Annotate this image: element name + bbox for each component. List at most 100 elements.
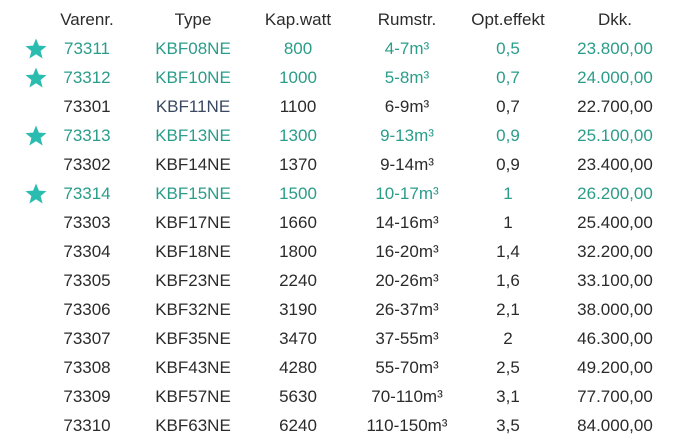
cell-rumstr: 20-26m³: [375, 271, 439, 290]
cell-opt-effekt: 0,9: [496, 155, 520, 174]
cell-rumstr: 9-14m³: [380, 155, 434, 174]
cell-dkk: 24.000,00: [577, 68, 653, 87]
cell-rumstr: 5-8m³: [384, 68, 430, 87]
cell-type: KBF13NE: [155, 126, 231, 145]
cell-rumstr: 55-70m³: [375, 358, 439, 377]
cell-type: KBF17NE: [155, 213, 231, 232]
cell-dkk: 46.300,00: [577, 329, 653, 348]
cell-dkk: 23.800,00: [577, 39, 653, 58]
cell-kap-watt: 1800: [279, 242, 317, 261]
cell-type: KBF57NE: [155, 387, 231, 406]
cell-type: KBF08NE: [155, 39, 231, 58]
cell-opt-effekt: 0,7: [496, 68, 520, 87]
cell-rumstr: 14-16m³: [375, 213, 439, 232]
table-row: 73303 KBF17NE 1660 14-16m³ 1 25.400,00: [0, 208, 675, 237]
product-table: Varenr. Type Kap.watt Rumstr. Opt.effekt…: [0, 6, 675, 440]
cell-varenr: 73302: [63, 155, 111, 174]
star-icon: [25, 125, 47, 146]
cell-opt-effekt: 0,9: [496, 126, 520, 145]
cell-dkk: 26.200,00: [577, 184, 653, 203]
cell-type: KBF35NE: [155, 329, 231, 348]
cell-dkk: 32.200,00: [577, 242, 653, 261]
cell-opt-effekt: 2: [503, 329, 513, 348]
cell-kap-watt: 3190: [279, 300, 317, 319]
table-row: 73314 KBF15NE 1500 10-17m³ 1 26.200,00: [0, 179, 675, 208]
cell-dkk: 23.400,00: [577, 155, 653, 174]
header-type: Type: [174, 10, 212, 29]
cell-opt-effekt: 1: [503, 213, 513, 232]
cell-varenr: 73312: [63, 68, 111, 87]
cell-opt-effekt: 3,1: [496, 387, 520, 406]
table-row: 73313 KBF13NE 1300 9-13m³ 0,9 25.100,00: [0, 121, 675, 150]
table-row: 73308 KBF43NE 4280 55-70m³ 2,5 49.200,00: [0, 353, 675, 382]
cell-dkk: 22.700,00: [577, 97, 653, 116]
cell-opt-effekt: 3,5: [496, 416, 520, 435]
cell-kap-watt: 5630: [279, 387, 317, 406]
cell-type: KBF23NE: [155, 271, 231, 290]
cell-varenr: 73306: [63, 300, 111, 319]
table-row: 73311 KBF08NE 800 4-7m³ 0,5 23.800,00: [0, 34, 675, 63]
cell-varenr: 73301: [63, 97, 111, 116]
cell-rumstr: 37-55m³: [375, 329, 439, 348]
cell-kap-watt: 2240: [279, 271, 317, 290]
table-row: 73304 KBF18NE 1800 16-20m³ 1,4 32.200,00: [0, 237, 675, 266]
cell-rumstr: 16-20m³: [375, 242, 439, 261]
table-row: 73312 KBF10NE 1000 5-8m³ 0,7 24.000,00: [0, 63, 675, 92]
cell-rumstr: 110-150m³: [366, 416, 448, 435]
table-row: 73301 KBF11NE 1100 6-9m³ 0,7 22.700,00: [0, 92, 675, 121]
cell-opt-effekt: 1,6: [496, 271, 520, 290]
cell-type: KBF63NE: [155, 416, 231, 435]
cell-type: KBF15NE: [155, 184, 231, 203]
cell-type: KBF18NE: [155, 242, 231, 261]
cell-dkk: 33.100,00: [577, 271, 653, 290]
cell-opt-effekt: 2,1: [496, 300, 520, 319]
cell-varenr: 73310: [63, 416, 111, 435]
cell-kap-watt: 1300: [279, 126, 317, 145]
cell-varenr: 73309: [63, 387, 111, 406]
table-header-row: Varenr. Type Kap.watt Rumstr. Opt.effekt…: [0, 6, 675, 34]
cell-varenr: 73308: [63, 358, 111, 377]
cell-kap-watt: 1000: [279, 68, 317, 87]
cell-opt-effekt: 0,5: [496, 39, 520, 58]
cell-dkk: 49.200,00: [577, 358, 653, 377]
cell-kap-watt: 1100: [279, 97, 317, 116]
cell-kap-watt: 1370: [279, 155, 317, 174]
cell-kap-watt: 3470: [279, 329, 317, 348]
cell-rumstr: 10-17m³: [375, 184, 439, 203]
cell-varenr: 73314: [63, 184, 111, 203]
cell-kap-watt: 1660: [279, 213, 317, 232]
header-dkk: Dkk.: [598, 10, 632, 29]
cell-kap-watt: 6240: [279, 416, 317, 435]
header-kap-watt: Kap.watt: [264, 10, 332, 29]
cell-opt-effekt: 0,7: [496, 97, 520, 116]
star-icon: [25, 183, 47, 204]
cell-type: KBF32NE: [155, 300, 231, 319]
cell-kap-watt: 800: [283, 39, 313, 58]
cell-type: KBF11NE: [155, 97, 231, 116]
table-row: 73306 KBF32NE 3190 26-37m³ 2,1 38.000,00: [0, 295, 675, 324]
cell-varenr: 73304: [63, 242, 111, 261]
cell-dkk: 84.000,00: [577, 416, 653, 435]
cell-rumstr: 4-7m³: [384, 39, 430, 58]
cell-varenr: 73311: [63, 39, 110, 58]
star-icon: [25, 67, 47, 88]
cell-varenr: 73313: [63, 126, 111, 145]
cell-dkk: 38.000,00: [577, 300, 653, 319]
cell-type: KBF10NE: [155, 68, 231, 87]
star-icon: [25, 38, 47, 59]
table-row: 73310 KBF63NE 6240 110-150m³ 3,5 84.000,00: [0, 411, 675, 440]
table-row: 73307 KBF35NE 3470 37-55m³ 2 46.300,00: [0, 324, 675, 353]
table-row: 73309 KBF57NE 5630 70-110m³ 3,1 77.700,00: [0, 382, 675, 411]
cell-opt-effekt: 1,4: [496, 242, 520, 261]
header-varenr: Varenr.: [60, 10, 114, 29]
table-body: 73311 KBF08NE 800 4-7m³ 0,5 23.800,00 73312 KBF…: [0, 34, 675, 440]
header-opt-effekt: Opt.effekt: [471, 10, 545, 29]
cell-rumstr: 26-37m³: [375, 300, 439, 319]
table-row: 73305 KBF23NE 2240 20-26m³ 1,6 33.100,00: [0, 266, 675, 295]
table-row: 73302 KBF14NE 1370 9-14m³ 0,9 23.400,00: [0, 150, 675, 179]
cell-kap-watt: 4280: [279, 358, 317, 377]
cell-kap-watt: 1500: [279, 184, 317, 203]
cell-varenr: 73303: [63, 213, 111, 232]
cell-varenr: 73305: [63, 271, 111, 290]
cell-dkk: 25.400,00: [577, 213, 653, 232]
